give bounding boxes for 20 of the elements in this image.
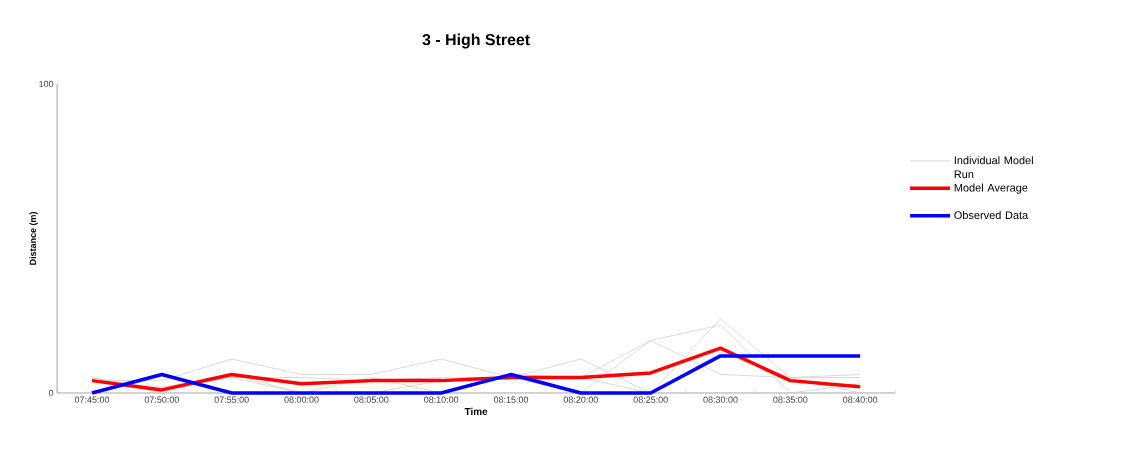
x-tick-label: 08:40:00 [843, 396, 878, 403]
y-axis-title: Distance (m) [29, 212, 38, 265]
x-axis-title: Time [464, 407, 488, 416]
y-tick-label: 0 [48, 389, 54, 397]
x-tick-label: 07:50:00 [144, 396, 179, 403]
x-tick-label: 08:10:00 [424, 396, 459, 403]
legend-label: Individual Model Run [954, 156, 1033, 179]
x-tick-label: 08:05:00 [354, 396, 389, 403]
y-tick-label: 100 [39, 80, 54, 88]
x-tick-label: 08:35:00 [773, 396, 808, 403]
legend-label: Model Average [954, 183, 1028, 194]
x-tick-label: 08:25:00 [633, 396, 668, 403]
legend-label: Observed Data [954, 210, 1029, 220]
x-tick-label: 07:55:00 [214, 396, 249, 403]
chart-title: 3 - High Street [422, 33, 530, 49]
x-tick-label: 08:15:00 [493, 396, 529, 403]
x-tick-label: 07:45:00 [74, 396, 110, 403]
x-tick-label: 08:00:00 [284, 396, 319, 403]
x-tick-label: 08:20:00 [563, 396, 598, 403]
x-tick-label: 08:30:00 [703, 396, 738, 403]
